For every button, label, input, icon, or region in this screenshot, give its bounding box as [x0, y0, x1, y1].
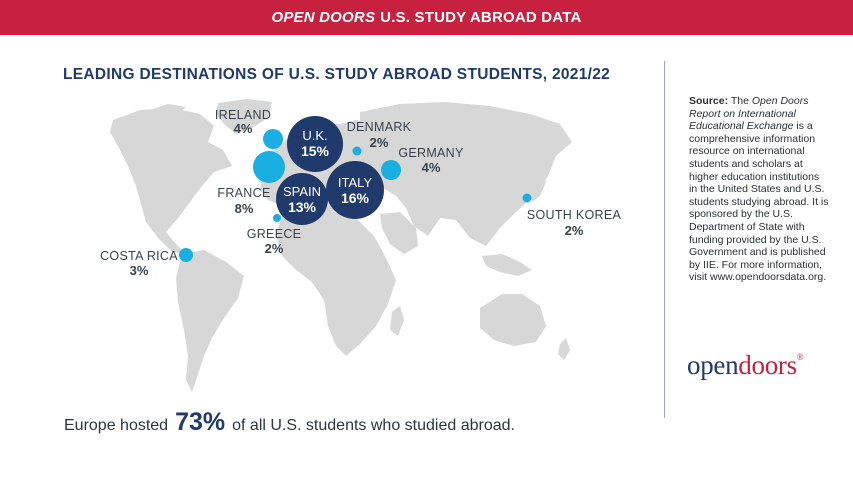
source-label: Source:: [689, 95, 729, 107]
pct-uk: 15%: [301, 143, 330, 159]
label-denmark: DENMARK: [347, 120, 412, 134]
vertical-divider: [664, 61, 665, 418]
label-spain: SPAIN: [283, 184, 321, 199]
pct-ireland: 4%: [234, 121, 253, 136]
pct-south-korea: 2%: [565, 223, 584, 238]
source-note: Source: The Open Doors Report on Interna…: [689, 95, 829, 284]
label-uk: U.K.: [302, 128, 327, 143]
label-south-korea: SOUTH KOREA: [527, 208, 622, 222]
label-france: FRANCE: [217, 186, 270, 200]
pct-italy: 16%: [341, 190, 370, 206]
source-body: is a comprehensive information resource …: [689, 120, 829, 284]
footer-highlight: 73%: [175, 408, 226, 436]
bubble-france: [253, 151, 285, 183]
pct-denmark: 2%: [370, 135, 389, 150]
logo-registered: ®: [796, 352, 804, 362]
label-costa-rica: COSTA RICA: [100, 249, 178, 263]
pct-costa-rica: 3%: [130, 263, 149, 278]
footer-suffix: of all U.S. students who studied abroad.: [232, 417, 515, 434]
label-ireland: IRELAND: [215, 108, 271, 122]
header-banner: OPEN DOORS U.S. STUDY ABROAD DATA: [0, 0, 853, 35]
pct-germany: 4%: [422, 160, 441, 175]
bubble-south-korea: [522, 193, 532, 203]
label-italy: ITALY: [338, 175, 373, 190]
pct-france: 8%: [235, 201, 254, 216]
bubble-costa-rica: [179, 248, 193, 262]
logo-open: open: [687, 350, 739, 380]
bubble-uk: [287, 116, 343, 172]
banner-title-italic: OPEN DOORS: [271, 9, 376, 26]
label-germany: GERMANY: [398, 146, 464, 160]
bubble-greece: [273, 214, 281, 222]
source-pre: The: [730, 95, 749, 107]
pct-spain: 13%: [288, 199, 317, 215]
bubble-italy: [326, 161, 384, 219]
bubble-denmark: [352, 146, 362, 156]
banner-title: U.S. STUDY ABROAD DATA: [380, 9, 582, 26]
label-greece: GREECE: [247, 227, 302, 241]
bubble-spain: [276, 173, 328, 225]
source-report-title: Open Doors Report on International Educa…: [689, 95, 809, 133]
footer-prefix: Europe hosted: [64, 417, 169, 434]
opendoors-logo: opendoors®: [687, 350, 804, 381]
footer-statement: Europe hosted 73% of all U.S. students w…: [64, 408, 515, 437]
chart-title: LEADING DESTINATIONS OF U.S. STUDY ABROA…: [63, 66, 611, 83]
pct-greece: 2%: [265, 241, 284, 256]
logo-doors: doors: [738, 350, 797, 380]
bubble-germany: [381, 160, 401, 180]
bubble-ireland: [263, 129, 283, 149]
